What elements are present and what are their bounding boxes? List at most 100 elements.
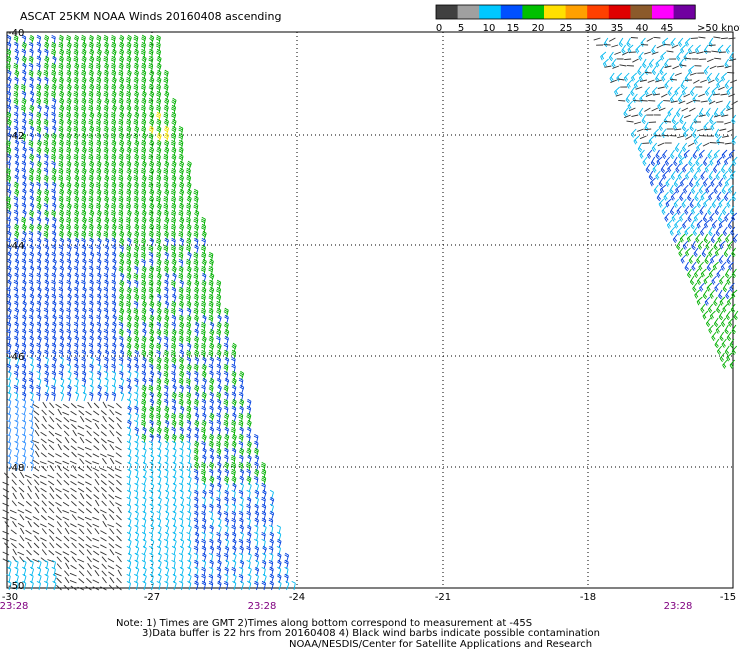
contaminated-wind-barb (730, 80, 737, 83)
contaminated-wind-barb (101, 538, 107, 542)
contaminated-wind-barb (725, 143, 732, 144)
contaminated-wind-barb (80, 459, 84, 464)
wind-barb (662, 129, 666, 138)
wind-barb (728, 241, 733, 250)
contaminated-wind-barb (93, 419, 99, 422)
contaminated-wind-barb (78, 467, 84, 471)
wind-barb (647, 150, 652, 159)
contaminated-wind-barb (35, 493, 39, 499)
contaminated-wind-barb (42, 494, 47, 499)
wind-barb (656, 59, 661, 67)
contaminated-wind-barb (102, 571, 107, 576)
wind-barb (678, 38, 683, 47)
wind-barb (674, 178, 678, 187)
wind-barb (699, 150, 704, 158)
wind-barb (689, 178, 693, 187)
legend-swatch (479, 5, 501, 19)
contaminated-wind-barb (103, 416, 107, 422)
contaminated-wind-barb (93, 454, 99, 457)
contaminated-wind-barb (697, 129, 704, 131)
contaminated-wind-barb (49, 529, 54, 534)
wind-barb (710, 157, 715, 166)
wind-barb (709, 269, 714, 278)
contaminated-wind-barb (675, 73, 682, 76)
contaminated-wind-barb (87, 529, 91, 535)
contaminated-wind-barb (633, 100, 640, 101)
contaminated-wind-barb (50, 417, 54, 423)
contaminated-wind-barb (686, 101, 692, 104)
wind-barb (674, 199, 679, 208)
contaminated-wind-barb (717, 66, 724, 67)
contaminated-wind-barb (115, 468, 122, 471)
contaminated-wind-barb (78, 559, 84, 562)
wind-barb (713, 164, 717, 173)
wind-barb (725, 80, 729, 89)
lat-label: -44 (8, 241, 24, 252)
contaminated-wind-barb (716, 101, 723, 103)
contaminated-wind-barb (64, 431, 69, 436)
contaminated-wind-barb (87, 466, 92, 471)
contaminated-wind-barb (93, 538, 99, 541)
wind-barb (708, 304, 712, 313)
wind-barb (728, 220, 732, 229)
wind-barb (636, 45, 641, 53)
wind-barb (690, 276, 694, 285)
wind-barb (641, 38, 646, 47)
lon-labels: -30 -27 -24 -21 -18 -15 (2, 592, 736, 603)
wind-barb (660, 66, 664, 75)
contaminated-wind-barb (722, 136, 729, 137)
contaminated-wind-barb (117, 556, 121, 562)
contaminated-wind-barb (58, 465, 62, 471)
contaminated-wind-barb (79, 550, 84, 555)
wind-barb (699, 185, 703, 194)
wind-barb (670, 206, 674, 215)
contaminated-wind-barb (102, 494, 106, 500)
contaminated-wind-barb (658, 143, 664, 146)
contaminated-wind-barb (690, 73, 697, 75)
contaminated-wind-barb (93, 517, 100, 520)
contaminated-wind-barb (49, 550, 54, 555)
contaminated-wind-barb (34, 480, 39, 485)
wind-barb (248, 483, 251, 492)
wind-barb (714, 318, 718, 327)
wind-barb (705, 87, 709, 96)
contaminated-wind-barb (63, 510, 70, 513)
contaminated-wind-barb (34, 536, 39, 541)
wind-barb (603, 59, 608, 67)
wind-barb (723, 360, 728, 369)
contaminated-wind-barb (721, 38, 728, 39)
contaminated-wind-barb (78, 447, 84, 450)
wind-barb (631, 129, 636, 138)
contaminated-wind-barb (78, 517, 84, 520)
contaminated-wind-barb (71, 446, 77, 450)
lon-label: -21 (435, 592, 451, 603)
map-title: ASCAT 25KM NOAA Winds 20160408 ascending (20, 10, 281, 23)
contaminated-wind-barb (34, 411, 40, 415)
wind-barb (704, 45, 708, 54)
wind-barb (710, 311, 715, 319)
contaminated-wind-barb (616, 94, 623, 96)
wind-barb (720, 332, 724, 341)
contaminated-wind-barb (102, 564, 107, 569)
contaminated-wind-barb (56, 502, 62, 506)
contaminated-wind-barb (71, 411, 77, 415)
contaminated-wind-barb (109, 487, 114, 492)
contaminated-wind-barb (94, 495, 99, 500)
contaminated-wind-barb (34, 522, 39, 527)
contaminated-wind-barb (34, 502, 39, 507)
wind-barb (717, 346, 721, 355)
contaminated-wind-barb (618, 100, 625, 101)
contaminated-wind-barb (101, 424, 106, 429)
wind-barb (686, 248, 691, 256)
contaminated-wind-barb (71, 488, 77, 492)
contaminated-wind-barb (115, 447, 121, 451)
contaminated-wind-barb (64, 571, 69, 576)
wind-barb (645, 87, 650, 96)
contaminated-wind-barb (28, 521, 32, 527)
wind-barb (639, 52, 644, 61)
wind-barb (683, 220, 688, 229)
lat-label: -42 (8, 131, 24, 142)
wind-barb (643, 59, 647, 68)
contaminated-wind-barb (609, 38, 615, 41)
wind-barb (673, 234, 677, 243)
